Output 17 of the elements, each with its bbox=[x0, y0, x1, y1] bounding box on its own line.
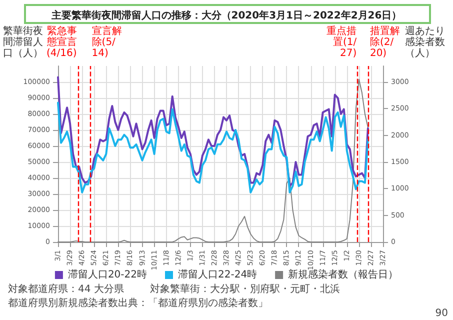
y-axis-title: 繁華街夜間滞留人口（人） bbox=[3, 25, 43, 59]
line-series bbox=[57, 102, 369, 194]
y2-axis-title: 週あたり感染者数（人） bbox=[405, 26, 445, 59]
ref-line-label: 緊急事態宣言(4/16) bbox=[46, 25, 77, 59]
line-series bbox=[58, 78, 368, 242]
text: 対象都道府県：44 大分県 bbox=[8, 283, 124, 295]
chart-title: 主要繁華街夜間滞留人口の推移：大分（2020年3月1日～2022年2月26日） bbox=[50, 10, 402, 22]
legend-label: 滞留人口22-24時 bbox=[178, 268, 258, 280]
ref-line-label: 措置解除(2/20) bbox=[370, 25, 400, 59]
text: 90 bbox=[435, 308, 448, 319]
legend-label: 新規感染者数（報告日） bbox=[288, 268, 398, 280]
ref-line-label: 重点措置(1/27) bbox=[326, 25, 358, 59]
text: 対象繁華街：大分駅・別府駅・元町・北浜 bbox=[150, 283, 340, 295]
line-series bbox=[57, 76, 369, 187]
legend-label: 滞留人口20-22時 bbox=[68, 268, 148, 280]
ref-line-label: 宣言解除(5/14) bbox=[92, 25, 122, 59]
text: 都道府県別新規感染者数出典：「都道府県別の感染者数」 bbox=[8, 297, 268, 309]
